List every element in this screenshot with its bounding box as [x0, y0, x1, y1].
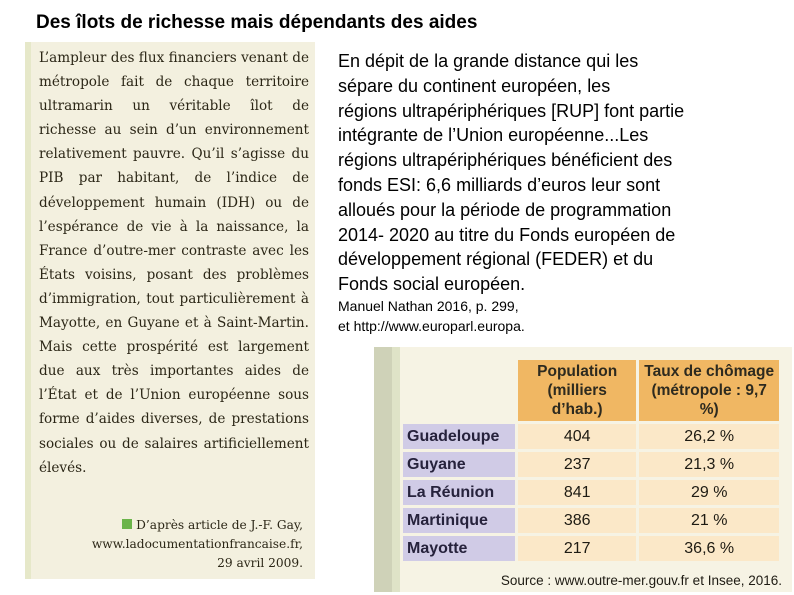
paragraph-line: fonds ESI: 6,6 milliards d’euros leur so…: [338, 174, 661, 195]
reference: Manuel Nathan 2016, p. 299, et http://ww…: [338, 296, 525, 336]
article-source-line-1: D’après article de J.-F. Gay,: [73, 516, 303, 535]
table-row: Guyane 237 21,3 %: [403, 452, 779, 477]
header-population: Population (milliers d’hab.): [518, 360, 637, 421]
table-row: Martinique 386 21 %: [403, 508, 779, 533]
article-source-line-2: www.ladocumentationfrancaise.fr,: [91, 537, 303, 551]
table-header-row: Population (milliers d’hab.) Taux de chô…: [403, 360, 779, 421]
chomage-cell: 26,2 %: [639, 424, 779, 449]
chomage-cell: 21 %: [639, 508, 779, 533]
table-page-edge: [374, 347, 392, 592]
header-chomage-title: Taux de chômage: [644, 363, 775, 380]
slide-title: Des îlots de richesse mais dépendants de…: [36, 12, 478, 33]
region-name: Martinique: [403, 508, 515, 533]
paragraph-line: régions ultrapériphériques [RUP] font pa…: [338, 100, 685, 121]
rup-table: Population (milliers d’hab.) Taux de chô…: [400, 357, 782, 564]
header-population-title: Population: [537, 363, 618, 380]
population-cell: 841: [518, 480, 637, 505]
chomage-cell: 36,6 %: [639, 536, 779, 561]
article-source-line-1-text: D’après article de J.-F. Gay,: [136, 518, 303, 532]
region-name: Mayotte: [403, 536, 515, 561]
article-excerpt: L’ampleur des flux financiers venant de …: [25, 42, 315, 579]
article-source: D’après article de J.-F. Gay, www.ladocu…: [73, 516, 303, 573]
table-row: La Réunion 841 29 %: [403, 480, 779, 505]
reference-line: Manuel Nathan 2016, p. 299,: [338, 298, 519, 314]
paragraph-line: développement régional (FEDER) et du: [338, 249, 654, 270]
article-body: L’ampleur des flux financiers venant de …: [39, 50, 309, 476]
chomage-cell: 29 %: [639, 480, 779, 505]
header-chomage-note: (métropole : 9,7 %): [651, 382, 767, 418]
rup-paragraph: En dépit de la grande distance qui les s…: [338, 49, 778, 297]
population-cell: 404: [518, 424, 637, 449]
rup-table-image: Population (milliers d’hab.) Taux de chô…: [374, 347, 792, 592]
paragraph-line: intégrante de l’Union européenne...Les: [338, 125, 649, 146]
population-cell: 217: [518, 536, 637, 561]
region-name: Guadeloupe: [403, 424, 515, 449]
paragraph-line: En dépit de la grande distance qui les: [338, 51, 639, 71]
table-source: Source : www.outre-mer.gouv.fr et Insee,…: [500, 573, 782, 588]
region-name: Guyane: [403, 452, 515, 477]
paragraph-line: régions ultrapériphériques bénéficient d…: [338, 150, 673, 171]
header-population-unit: (milliers d’hab.): [547, 382, 607, 418]
article-margin-band: [25, 42, 31, 579]
header-chomage: Taux de chômage (métropole : 9,7 %): [639, 360, 779, 421]
paragraph-line: sépare du continent européen, les: [338, 75, 611, 96]
table-margin-band: [392, 347, 400, 592]
table-row: Guadeloupe 404 26,2 %: [403, 424, 779, 449]
article-source-line-3: 29 avril 2009.: [217, 556, 303, 570]
paragraph-line: 2014- 2020 au titre du Fonds européen de: [338, 224, 676, 245]
square-bullet-icon: [122, 519, 133, 529]
chomage-cell: 21,3 %: [639, 452, 779, 477]
table-row: Mayotte 217 36,6 %: [403, 536, 779, 561]
region-name: La Réunion: [403, 480, 515, 505]
population-cell: 386: [518, 508, 637, 533]
reference-line: et http://www.europarl.europa.: [338, 318, 525, 334]
paragraph-line: alloués pour la période de programmation: [338, 199, 672, 220]
table-corner: [403, 360, 515, 421]
paragraph-line: Fonds social européen.: [338, 274, 526, 295]
population-cell: 237: [518, 452, 637, 477]
